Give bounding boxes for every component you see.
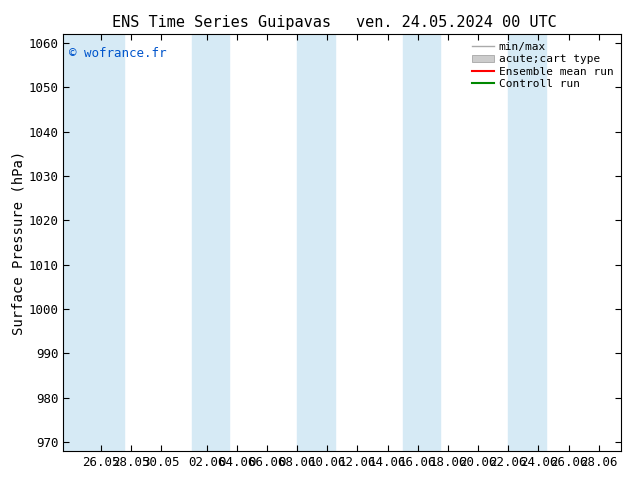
Bar: [63, 34, 124, 451]
Bar: [403, 34, 441, 451]
Bar: [191, 34, 230, 451]
Bar: [508, 34, 546, 451]
Text: ENS Time Series Guipavas: ENS Time Series Guipavas: [112, 15, 332, 30]
Text: © wofrance.fr: © wofrance.fr: [69, 47, 167, 60]
Bar: [297, 34, 335, 451]
Y-axis label: Surface Pressure (hPa): Surface Pressure (hPa): [12, 150, 26, 335]
Text: ven. 24.05.2024 00 UTC: ven. 24.05.2024 00 UTC: [356, 15, 557, 30]
Legend: min/max, acute;cart type, Ensemble mean run, Controll run: min/max, acute;cart type, Ensemble mean …: [470, 40, 616, 91]
